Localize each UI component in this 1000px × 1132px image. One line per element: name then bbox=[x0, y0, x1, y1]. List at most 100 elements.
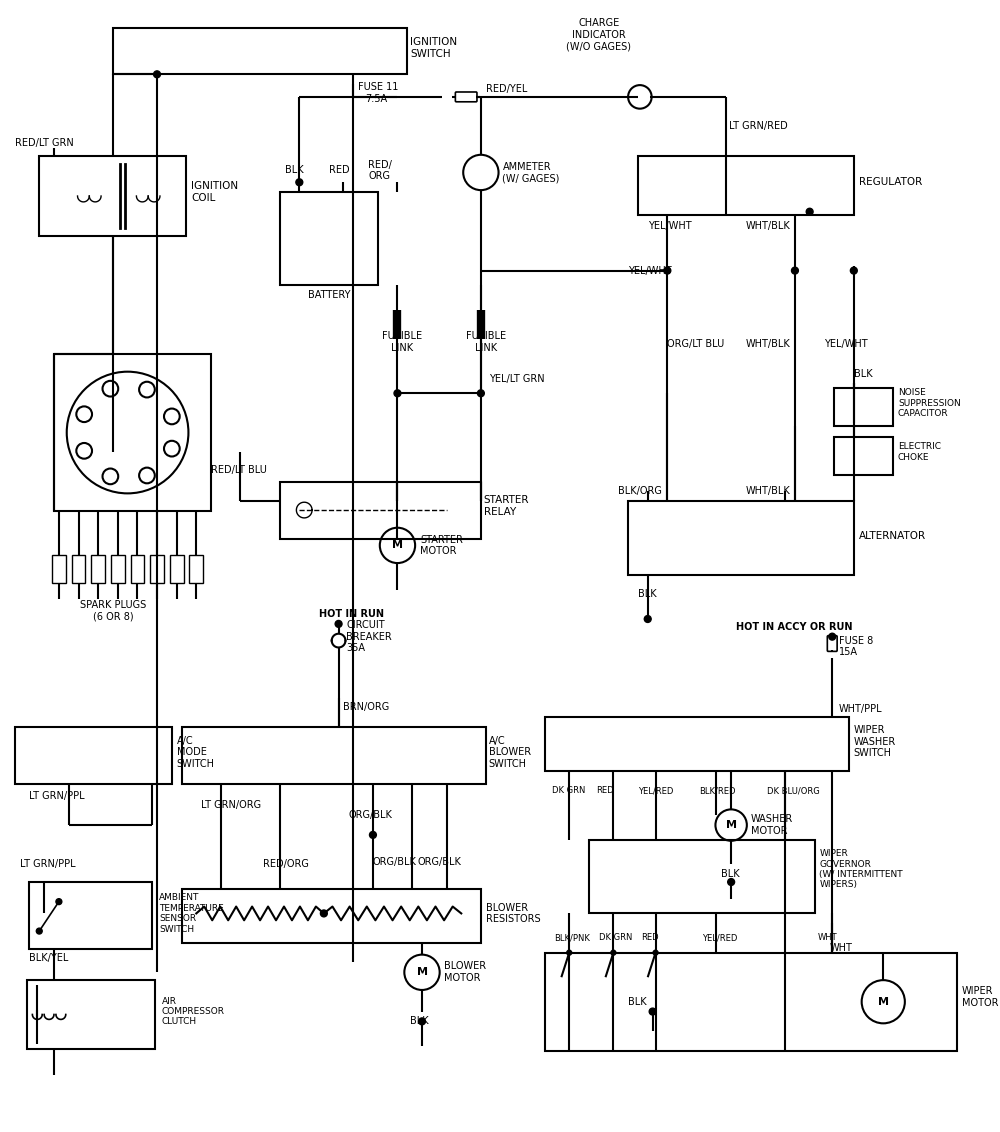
Circle shape bbox=[806, 208, 813, 215]
Text: YEL/WHT: YEL/WHT bbox=[824, 340, 868, 349]
Text: FUSE 8
15A: FUSE 8 15A bbox=[839, 636, 873, 658]
Circle shape bbox=[791, 267, 798, 274]
Text: IGNITION
COIL: IGNITION COIL bbox=[191, 181, 238, 203]
Bar bbox=[834, 388, 893, 426]
Circle shape bbox=[296, 179, 303, 186]
Text: M: M bbox=[726, 820, 737, 830]
Circle shape bbox=[419, 1018, 425, 1024]
Text: WIPER
MOTOR: WIPER MOTOR bbox=[962, 986, 998, 1007]
Circle shape bbox=[477, 389, 484, 396]
Text: YEL/RED: YEL/RED bbox=[702, 934, 737, 943]
Circle shape bbox=[56, 899, 62, 904]
Circle shape bbox=[369, 832, 376, 839]
Bar bbox=[280, 481, 481, 539]
Circle shape bbox=[664, 267, 671, 274]
Bar bbox=[39, 156, 186, 237]
Text: M: M bbox=[878, 997, 889, 1006]
Bar bbox=[52, 555, 66, 583]
Bar bbox=[54, 354, 211, 511]
Text: WHT/BLK: WHT/BLK bbox=[746, 340, 791, 349]
Text: WHT: WHT bbox=[818, 934, 837, 943]
Text: HOT IN RUN: HOT IN RUN bbox=[319, 609, 384, 619]
Text: BATTERY: BATTERY bbox=[308, 290, 350, 300]
Text: BLK: BLK bbox=[628, 997, 647, 1006]
Text: RED/
ORG: RED/ ORG bbox=[368, 160, 392, 181]
Text: LT GRN/PPL: LT GRN/PPL bbox=[29, 790, 85, 800]
Text: DK GRN: DK GRN bbox=[552, 787, 585, 796]
Bar bbox=[150, 555, 164, 583]
Text: RED/YEL: RED/YEL bbox=[486, 84, 527, 94]
Text: BLK: BLK bbox=[854, 369, 872, 378]
Text: WHT/BLK: WHT/BLK bbox=[746, 222, 791, 231]
Circle shape bbox=[154, 71, 160, 78]
Text: ELECTRIC
CHOKE: ELECTRIC CHOKE bbox=[898, 443, 941, 462]
Text: BLK/PNK: BLK/PNK bbox=[554, 934, 590, 943]
Circle shape bbox=[36, 928, 42, 934]
FancyBboxPatch shape bbox=[827, 636, 837, 651]
Text: AIR
COMPRESSOR
CLUTCH: AIR COMPRESSOR CLUTCH bbox=[162, 996, 225, 1027]
Text: YEL/RED: YEL/RED bbox=[638, 787, 673, 796]
Text: WASHER
MOTOR: WASHER MOTOR bbox=[751, 814, 793, 835]
Text: REGULATOR: REGULATOR bbox=[859, 178, 922, 187]
Text: AMMETER
(W/ GAGES): AMMETER (W/ GAGES) bbox=[502, 162, 560, 183]
Text: BLK: BLK bbox=[285, 165, 303, 175]
Text: HOT IN ACCY OR RUN: HOT IN ACCY OR RUN bbox=[736, 621, 853, 632]
Circle shape bbox=[653, 950, 658, 955]
Text: FUSE 11: FUSE 11 bbox=[358, 83, 399, 92]
Bar bbox=[111, 555, 125, 583]
Bar bbox=[545, 718, 849, 771]
Text: SPARK PLUGS
(6 OR 8): SPARK PLUGS (6 OR 8) bbox=[80, 600, 146, 621]
Text: CIRCUIT
BREAKER
35A: CIRCUIT BREAKER 35A bbox=[346, 620, 392, 653]
Text: DK GRN: DK GRN bbox=[599, 934, 632, 943]
Text: WIPER
WASHER
SWITCH: WIPER WASHER SWITCH bbox=[854, 726, 896, 758]
Bar bbox=[131, 555, 144, 583]
Text: ORG/BLK: ORG/BLK bbox=[348, 811, 392, 821]
Text: RED: RED bbox=[641, 934, 658, 943]
Bar bbox=[834, 437, 893, 474]
Bar bbox=[628, 501, 854, 575]
Bar bbox=[15, 727, 172, 783]
Text: LT GRN/RED: LT GRN/RED bbox=[729, 121, 788, 131]
Text: 7.5A: 7.5A bbox=[365, 94, 387, 104]
Text: YEL/WHT: YEL/WHT bbox=[648, 222, 691, 231]
Text: ORG/BLK: ORG/BLK bbox=[373, 857, 417, 867]
Bar bbox=[589, 840, 815, 914]
Text: ORG/LT BLU: ORG/LT BLU bbox=[667, 340, 725, 349]
Bar bbox=[29, 882, 152, 949]
Text: BLK/ORG: BLK/ORG bbox=[618, 487, 662, 497]
Text: ORG/BLK: ORG/BLK bbox=[417, 857, 461, 867]
Circle shape bbox=[829, 633, 836, 640]
Text: STARTER
RELAY: STARTER RELAY bbox=[484, 496, 529, 517]
Text: STARTER
MOTOR: STARTER MOTOR bbox=[420, 534, 463, 556]
Bar bbox=[27, 980, 155, 1049]
Text: YEL/WHT: YEL/WHT bbox=[628, 266, 672, 275]
Bar bbox=[170, 555, 184, 583]
Bar bbox=[91, 555, 105, 583]
Text: BLK: BLK bbox=[638, 590, 657, 600]
Text: WIPER
GOVERNOR
(W/ INTERMITTENT
WIPERS): WIPER GOVERNOR (W/ INTERMITTENT WIPERS) bbox=[819, 849, 903, 890]
Text: RED/LT BLU: RED/LT BLU bbox=[211, 465, 267, 474]
Text: RED: RED bbox=[596, 787, 613, 796]
Text: WHT/BLK: WHT/BLK bbox=[746, 487, 791, 497]
Circle shape bbox=[567, 950, 572, 955]
Text: FUSIBLE
LINK: FUSIBLE LINK bbox=[382, 332, 422, 353]
Text: IGNITION
SWITCH: IGNITION SWITCH bbox=[410, 37, 457, 59]
Text: WHT/PPL: WHT/PPL bbox=[839, 704, 883, 714]
Text: BLK: BLK bbox=[721, 869, 740, 880]
Bar bbox=[113, 28, 407, 75]
Text: NOISE
SUPPRESSION
CAPACITOR: NOISE SUPPRESSION CAPACITOR bbox=[898, 388, 961, 418]
Text: RED/LT GRN: RED/LT GRN bbox=[15, 138, 73, 148]
Bar bbox=[182, 889, 481, 943]
Bar bbox=[545, 953, 957, 1050]
Text: A/C
BLOWER
SWITCH: A/C BLOWER SWITCH bbox=[489, 736, 531, 769]
Bar bbox=[638, 156, 854, 215]
Text: LT GRN/PPL: LT GRN/PPL bbox=[20, 859, 75, 869]
Bar bbox=[72, 555, 85, 583]
Circle shape bbox=[394, 389, 401, 396]
Text: BLK/YEL: BLK/YEL bbox=[29, 953, 69, 962]
Text: CHARGE
INDICATOR
(W/O GAGES): CHARGE INDICATOR (W/O GAGES) bbox=[566, 18, 631, 52]
Text: RED: RED bbox=[329, 165, 349, 175]
Text: M: M bbox=[417, 968, 428, 977]
Text: ALTERNATOR: ALTERNATOR bbox=[859, 531, 926, 541]
Text: LT GRN/ORG: LT GRN/ORG bbox=[201, 800, 261, 811]
